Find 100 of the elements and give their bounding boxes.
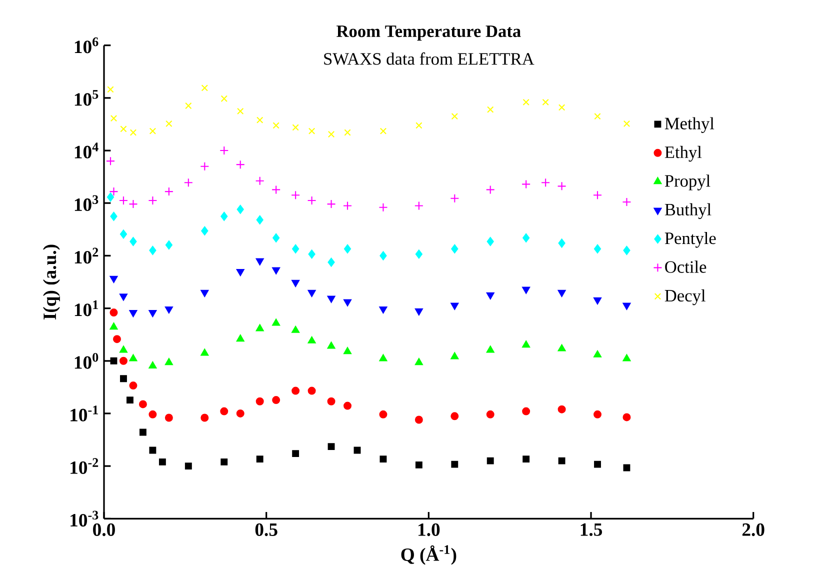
point [272,396,280,404]
point [164,306,173,314]
y-tick-label: 10$^{6}$ [74,37,98,54]
point [623,246,630,255]
point [149,446,156,454]
point [558,104,566,111]
point [120,375,127,382]
point [166,120,172,128]
point [379,306,388,314]
point [200,162,210,171]
y-tick-label: 10$^{5}$ [74,90,98,106]
point [201,84,208,92]
point [148,196,158,206]
point [292,124,299,131]
point [522,407,530,416]
point [184,462,192,470]
point [148,410,157,418]
point [256,215,264,224]
point [451,460,458,468]
point [120,126,127,132]
legend-label: Octile [665,260,706,273]
point [119,346,128,353]
point [126,396,134,404]
point [486,346,494,353]
point [450,412,459,420]
point [106,156,116,166]
y-tick-label: 10$^{0}$ [74,352,98,369]
point [308,250,316,259]
point [292,326,300,333]
point [119,294,128,301]
point [594,350,602,358]
point [200,348,209,356]
point [220,212,228,221]
point [130,237,137,246]
point [236,160,245,170]
point [327,342,336,349]
point [272,122,280,129]
point [486,292,494,300]
point [522,456,530,463]
x-tick-label: 1.0 [418,523,440,536]
point [236,204,244,214]
point [487,106,494,113]
point [486,410,494,418]
point [256,116,264,124]
point [451,244,458,254]
point [272,185,281,194]
point [185,102,192,110]
point [486,457,494,464]
point [328,443,335,450]
y-tick-label: 10$^{1}$ [74,300,98,316]
point [106,192,114,202]
point [148,361,157,369]
point [165,240,172,250]
point [522,340,530,348]
point [486,237,494,246]
point [158,458,166,466]
point [220,407,228,416]
point [112,335,121,344]
point [201,226,208,236]
point [236,269,244,276]
point [110,322,118,330]
point [118,196,128,206]
point [292,280,300,287]
point [558,344,566,352]
point [129,310,138,318]
point [308,290,316,298]
x-tick-label: 0.0 [93,523,115,536]
legend-label: Decyl [664,289,706,306]
point [558,238,566,248]
point [558,457,566,464]
point [110,212,118,221]
point [380,251,387,260]
point [414,358,423,366]
point [327,397,336,406]
point [149,246,156,255]
point [486,185,495,194]
point [220,95,228,102]
point [415,461,422,468]
point [379,354,388,362]
point [237,108,244,115]
point [220,458,228,466]
point [451,112,458,120]
point [256,258,264,266]
point [292,450,300,458]
point [594,297,602,305]
point [344,347,352,354]
point [594,410,602,418]
point [256,324,264,332]
point [558,290,566,298]
point [308,386,316,395]
point [327,296,336,303]
point [164,414,173,422]
point [220,146,229,156]
point [328,258,335,267]
point [522,180,531,189]
point [148,310,157,318]
point [344,244,352,254]
point [129,354,138,362]
legend-label: Ethyl [664,146,702,162]
point [110,357,118,364]
